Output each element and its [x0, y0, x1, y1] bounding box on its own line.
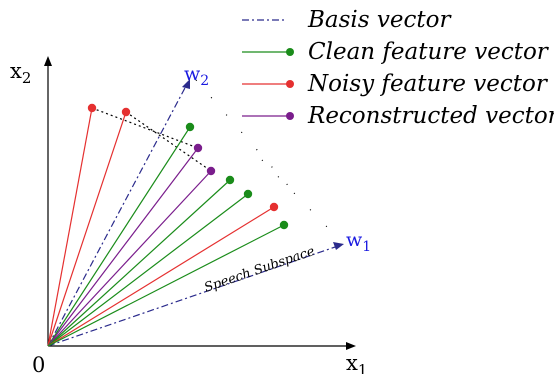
clean-vector-marker-7 — [243, 189, 253, 199]
x-axis-label-sub: 1 — [358, 361, 368, 374]
w1-arrowhead — [333, 242, 344, 250]
w2-arrowhead — [182, 79, 190, 89]
legend-item-reconstructed: Reconstructed vector — [242, 103, 554, 129]
noisy-vector-line-2 — [47, 111, 127, 347]
y-axis-label: x2 — [10, 59, 31, 87]
legend-item-noisy: Noisy feature vector — [242, 71, 549, 97]
clean-vector-line-7 — [47, 193, 249, 347]
clean-vector-line-9 — [47, 224, 285, 347]
y-axis-arrow — [44, 56, 52, 66]
clean-vector-marker-6 — [225, 175, 235, 185]
clean-vector-line-3 — [47, 126, 191, 347]
x-axis-label-main: x — [346, 351, 358, 374]
reconstructed-vector-line-4 — [47, 147, 199, 347]
basis-vector-w1 — [47, 245, 339, 347]
legend-item-basis: Basis vector — [242, 7, 452, 33]
legend-label-noisy: Noisy feature vector — [307, 71, 549, 97]
w1-label-sub: 1 — [362, 239, 371, 255]
w2-label-main: w — [184, 63, 201, 85]
x-axis-label: x1 — [346, 351, 367, 374]
speech-subspace-label: Speech Subspace — [202, 244, 317, 296]
legend-marker-noisy — [286, 80, 294, 88]
legend-item-clean: Clean feature vector — [242, 39, 550, 65]
clean-vector-line-6 — [47, 179, 231, 347]
legend-label-clean: Clean feature vector — [308, 39, 550, 65]
legend-label-basis: Basis vector — [307, 7, 452, 33]
reconstructed-vector-line-5 — [47, 170, 212, 347]
w2-label: w2 — [184, 63, 209, 89]
legend: Basis vector Clean feature vector Noisy … — [242, 7, 554, 129]
legend-marker-clean — [286, 48, 294, 56]
origin-label: 0 — [32, 353, 45, 374]
w1-label: w1 — [346, 229, 371, 255]
w2-label-sub: 2 — [200, 73, 209, 89]
outer-dots-lower — [261, 159, 331, 231]
legend-label-reconstructed: Reconstructed vector — [307, 103, 554, 129]
reconstructed-vector-marker-4 — [193, 143, 203, 153]
dotted-guide-1 — [91, 107, 199, 149]
axes: 0 x1 x2 — [10, 56, 367, 379]
feature-vectors — [47, 103, 289, 347]
noisy-vector-marker-8 — [269, 202, 279, 212]
w1-label-main: w — [346, 229, 363, 251]
dotted-guides — [91, 79, 331, 231]
y-axis-label-main: x — [10, 59, 22, 83]
clean-vector-marker-9 — [279, 220, 289, 230]
noisy-vector-marker-1 — [87, 103, 97, 113]
legend-marker-reconstructed — [286, 112, 294, 120]
basis-vectors — [47, 85, 339, 347]
noisy-vector-marker-2 — [121, 107, 131, 117]
clean-vector-marker-3 — [185, 122, 195, 132]
basis-vector-w2 — [47, 85, 187, 347]
x-axis-arrow — [346, 342, 356, 350]
noisy-vector-line-8 — [47, 206, 275, 347]
reconstructed-vector-marker-5 — [206, 166, 216, 176]
y-axis-label-sub: 2 — [22, 69, 32, 87]
dotted-guide-2 — [125, 111, 212, 172]
noisy-vector-line-1 — [47, 107, 93, 347]
